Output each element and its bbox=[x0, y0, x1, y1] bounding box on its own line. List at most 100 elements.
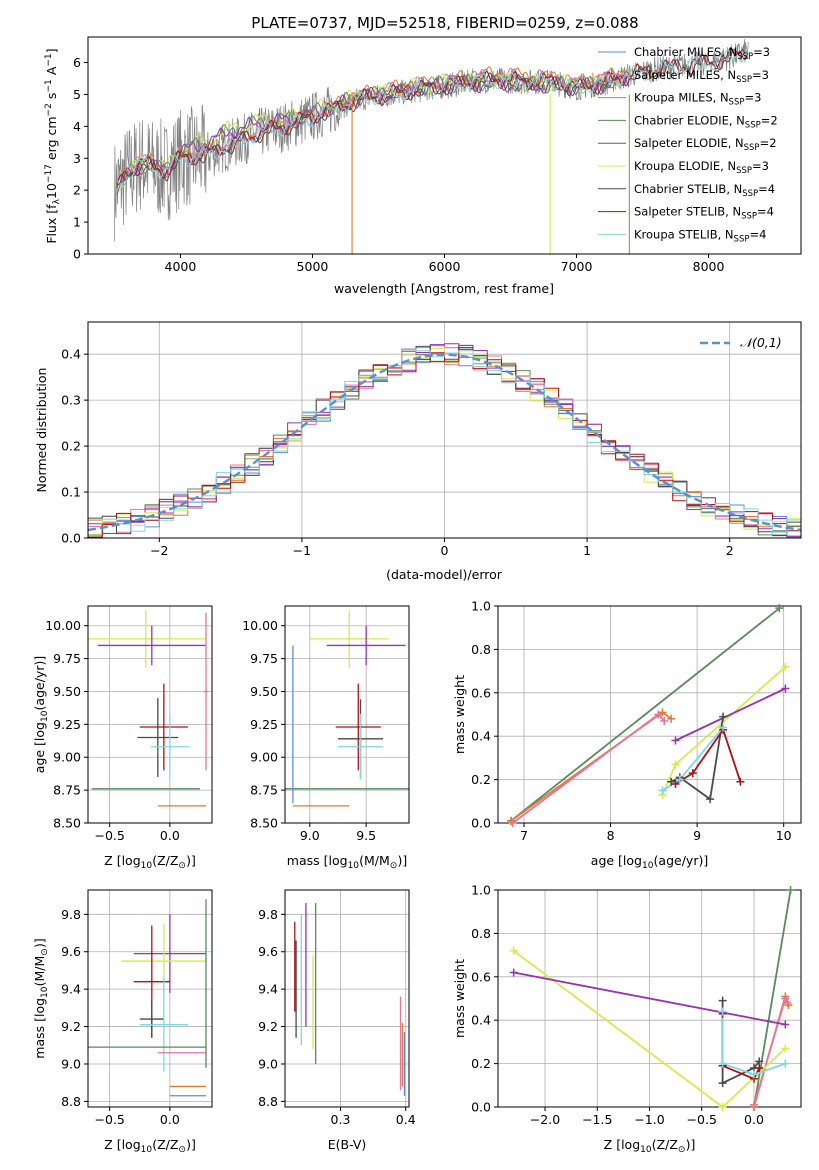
series-chabrier-elodie bbox=[510, 607, 780, 822]
plot-area-age-metallicity bbox=[88, 609, 209, 807]
y-tick-label: 9.4 bbox=[61, 982, 81, 997]
x-axis-label: Z [log10 (Z/Z⊙ )] bbox=[104, 853, 196, 871]
label-part: E(B-V) bbox=[328, 1137, 367, 1152]
marker-kroupa-elodie bbox=[718, 1103, 727, 1111]
marker-kroupa-stelib bbox=[718, 1007, 727, 1016]
y-tick-label: 0.1 bbox=[61, 485, 81, 500]
series-salpeter-elodie bbox=[513, 971, 786, 1026]
marker-kroupa-miles bbox=[667, 714, 676, 723]
y-tick-label: 9.4 bbox=[258, 982, 278, 997]
x-tick-label: −2.0 bbox=[530, 1112, 560, 1127]
legend-entry: Chabrier STELIB, NSSP=4 bbox=[634, 182, 775, 199]
y-tick-label: 0.2 bbox=[471, 772, 491, 787]
legend-entry: Kroupa ELODIE, NSSP=3 bbox=[634, 159, 769, 176]
y-tick-label: 9.6 bbox=[61, 944, 81, 959]
y-tick-label: 8.8 bbox=[61, 1094, 81, 1109]
y-tick-label: 5 bbox=[73, 87, 81, 102]
x-tick-label: 0.4 bbox=[396, 1112, 416, 1127]
y-tick-label: 3 bbox=[73, 151, 81, 166]
y-tick-label: 0.6 bbox=[471, 685, 491, 700]
x-tick-label: 9.5 bbox=[356, 828, 376, 843]
y-axis-label: Normed distribution bbox=[34, 368, 49, 493]
y-tick-label: 0.0 bbox=[61, 531, 81, 546]
panel-spectrum: 4000 5000 6000 7000 8000 0 1 2 3 4 5 6 wavelength [A… bbox=[44, 36, 802, 296]
x-tick-label: 5000 bbox=[297, 259, 329, 274]
marker-kroupa-stelib bbox=[675, 775, 684, 784]
marker-kroupa-stelib bbox=[749, 1070, 758, 1079]
legend-name: Salpeter STELIB, N bbox=[634, 205, 741, 219]
legend-sub: SSP bbox=[742, 189, 758, 199]
y-tick-label: 1.0 bbox=[471, 883, 491, 898]
y-tick-label: 0 bbox=[73, 247, 81, 262]
legend-name: Salpeter MILES, N bbox=[634, 68, 736, 82]
plot-area-age-mass bbox=[285, 609, 409, 807]
legend-tail: =4 bbox=[758, 182, 775, 196]
x-axis-label: Z [log10 (Z/Z⊙ )] bbox=[104, 1137, 196, 1155]
x-axis-label: age [log10 (age/yr)] bbox=[591, 853, 708, 871]
legend-sub: SSP bbox=[736, 75, 752, 85]
legend-tail: =2 bbox=[761, 113, 778, 127]
figure-title: PLATE=0737, MJD=52518, FIBERID=0259, z=0… bbox=[251, 14, 638, 32]
y-tick-label: 9.50 bbox=[53, 684, 81, 699]
x-axis-label: Z [log10 (Z/Z⊙ )] bbox=[604, 1137, 696, 1155]
marker-chabrier-stelib bbox=[706, 795, 715, 804]
marker-kroupa-stelib bbox=[781, 1059, 790, 1068]
y-tick-label: 9.2 bbox=[61, 1019, 81, 1034]
y-tick-label: 9.75 bbox=[250, 651, 278, 666]
axes-frame bbox=[87, 605, 213, 824]
x-tick-label: 8000 bbox=[693, 259, 725, 274]
label-part: (age/yr)] bbox=[654, 853, 709, 868]
label-part: age [log bbox=[591, 853, 642, 868]
marker-kroupa-stelib bbox=[658, 786, 667, 795]
plot-area-spectrum bbox=[114, 38, 749, 254]
y-tick-label: 0.8 bbox=[471, 926, 491, 941]
legend-name: Chabrier MILES, N bbox=[634, 45, 737, 59]
y-tick-label: 0.4 bbox=[61, 347, 81, 362]
label-part: (M/M bbox=[359, 853, 390, 868]
label-part: −17 bbox=[44, 164, 54, 183]
x-tick-label: −1.0 bbox=[634, 1112, 664, 1127]
series-kroupa-stelib bbox=[721, 1011, 786, 1076]
x-tick-label: −0.5 bbox=[94, 1112, 124, 1127]
y-tick-label: 0.2 bbox=[61, 439, 81, 454]
x-tick-label: 7 bbox=[520, 828, 528, 843]
legend-tail: =2 bbox=[760, 136, 777, 150]
x-tick-label: 2 bbox=[726, 543, 734, 558]
y-tick-label: 8.8 bbox=[258, 1094, 278, 1109]
label-part: mass [log bbox=[287, 853, 348, 868]
marker-kroupa-stelib bbox=[718, 1059, 727, 1068]
label-part: 10 bbox=[348, 861, 360, 871]
legend-name: Kroupa STELIB, N bbox=[634, 227, 734, 241]
marker-salpeter-miles bbox=[783, 998, 792, 1007]
marker-salpeter-elodie bbox=[781, 684, 790, 693]
y-tick-label: 6 bbox=[73, 55, 81, 70]
marker-kroupa-elodie bbox=[509, 946, 518, 955]
label-part: ⊙ bbox=[40, 948, 50, 956]
label-part: −1 bbox=[44, 53, 54, 66]
y-tick-label: 9.8 bbox=[258, 907, 278, 922]
y-tick-label: 0.0 bbox=[471, 816, 491, 831]
y-tick-label: 0.8 bbox=[471, 642, 491, 657]
x-tick-label: 0.0 bbox=[160, 828, 180, 843]
marker-kroupa-elodie bbox=[671, 760, 680, 769]
y-tick-label: 0.3 bbox=[61, 393, 81, 408]
y-axis-label: Flux [fλ 10−17 erg cm−2 s−1 A−1 ] bbox=[44, 48, 62, 243]
legend-tail: =3 bbox=[752, 159, 769, 173]
label-part: 10 bbox=[40, 710, 50, 722]
label-part: (Z/Z bbox=[152, 853, 178, 868]
y-tick-label: 9.25 bbox=[53, 717, 81, 732]
legend-sub: SSP bbox=[729, 98, 745, 108]
label-part: (age/yr)] bbox=[32, 656, 47, 711]
model-salpeter-miles bbox=[117, 67, 630, 186]
panels-group: 4000 5000 6000 7000 8000 0 1 2 3 4 5 6 wavelength [A… bbox=[32, 36, 802, 1155]
label-part: ⊙ bbox=[678, 1145, 686, 1155]
x-tick-label: 4000 bbox=[165, 259, 197, 274]
marker-kroupa-elodie bbox=[781, 1044, 790, 1053]
marker-kroupa-miles bbox=[658, 708, 667, 717]
marker-chabrier-elodie bbox=[786, 886, 795, 894]
x-tick-label: 0.0 bbox=[160, 1112, 180, 1127]
label-part: )] bbox=[32, 938, 47, 948]
x-tick-label: −0.5 bbox=[94, 828, 124, 843]
label-part: (M/M bbox=[32, 956, 47, 987]
label-part: mass weight bbox=[452, 675, 467, 754]
